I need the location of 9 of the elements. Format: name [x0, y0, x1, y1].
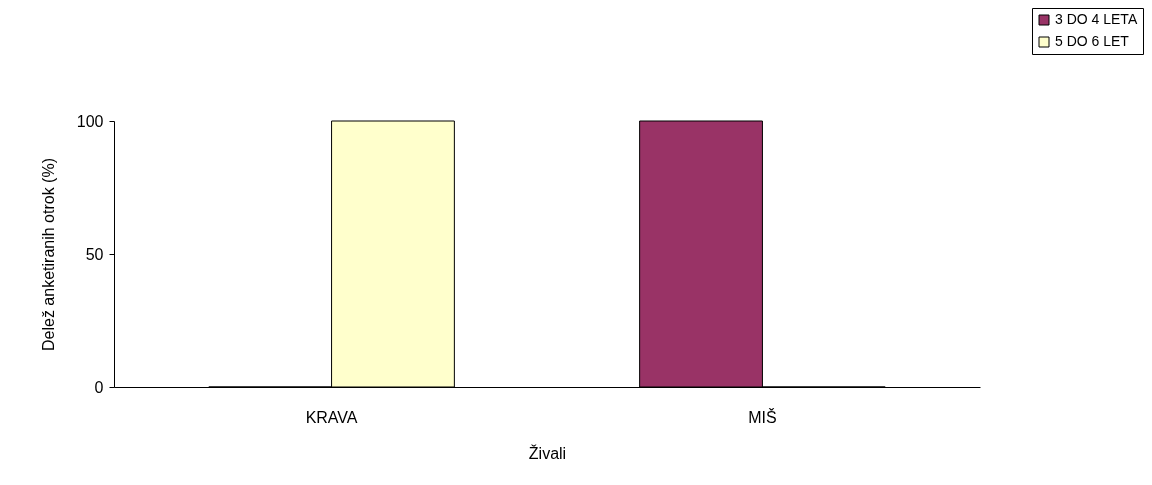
- y-tick-label: 0: [94, 378, 104, 396]
- y-tick-label: 50: [85, 245, 104, 263]
- x-axis-title: Živali: [528, 443, 567, 462]
- x-tick-label: KRAVA: [305, 408, 358, 426]
- y-tick-label: 100: [76, 112, 104, 130]
- x-tick-label: MIŠ: [748, 407, 777, 426]
- legend-label: 5 DO 6 LET: [1055, 33, 1130, 49]
- legend-label: 3 DO 4 LETA: [1055, 11, 1138, 27]
- y-axis-title: Delež anketiranih otrok (%): [39, 158, 57, 351]
